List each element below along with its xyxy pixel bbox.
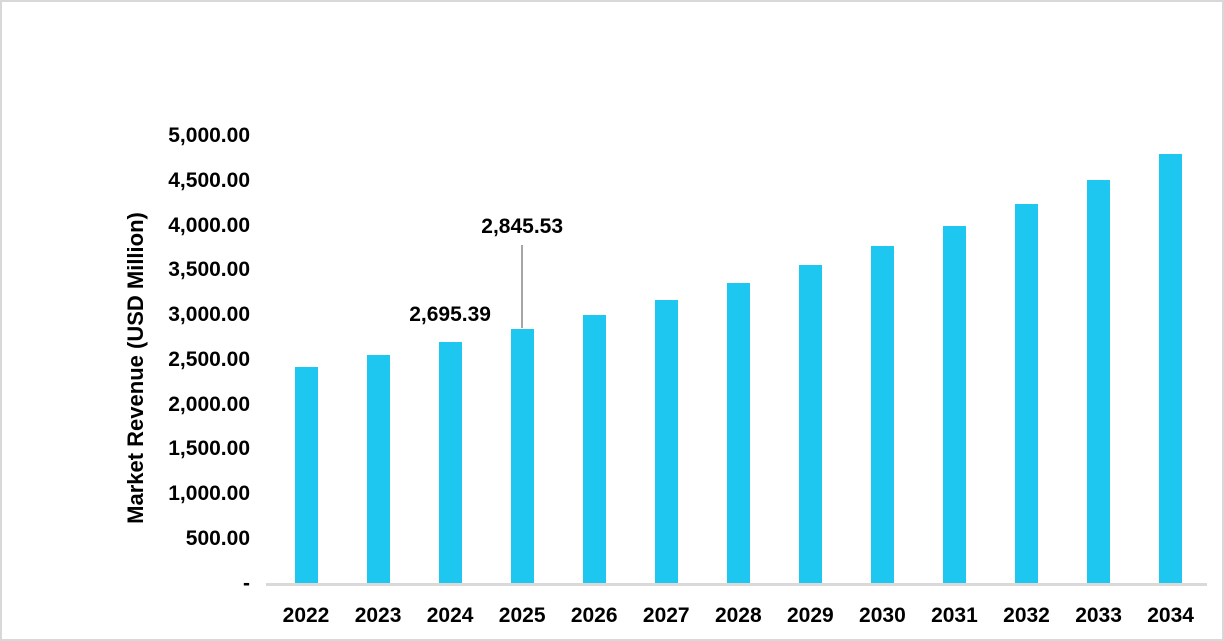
y-axis-tick-label: 5,000.00 [168, 124, 250, 147]
y-axis-tick-label: 4,500.00 [168, 168, 250, 192]
y-axis-tick-label: - [243, 571, 250, 595]
bar-2023 [366, 355, 390, 584]
bar-2030 [870, 245, 894, 584]
y-axis-tick-label: 2,000.00 [168, 392, 250, 416]
x-axis-tick-label: 2025 [498, 604, 546, 627]
x-axis-tick-label: 2029 [786, 604, 834, 627]
x-axis-tick-label: 2028 [714, 604, 762, 627]
bar-2027 [654, 299, 678, 584]
bar-2033 [1087, 180, 1111, 584]
x-axis-tick-label: 2031 [931, 604, 978, 627]
x-axis-tick-label: 2023 [354, 604, 402, 627]
bar-2031 [942, 226, 966, 584]
data-label-2024: 2,695.39 [409, 303, 491, 327]
bar-2024 [438, 342, 462, 584]
y-axis-tick-label: 1,000.00 [168, 482, 250, 505]
bar-2029 [798, 264, 822, 584]
x-axis-line [266, 583, 1207, 586]
data-label-2025: 2,845.53 [481, 215, 564, 238]
bar-2032 [1015, 203, 1038, 584]
y-axis-tick-label: 3,500.00 [168, 258, 250, 282]
x-axis-tick-label: 2027 [642, 604, 690, 627]
bar-2034 [1159, 153, 1183, 584]
y-axis-tick-label: 4,000.00 [168, 213, 250, 237]
bar-2025 [510, 328, 534, 584]
bar-2022 [294, 367, 318, 584]
x-axis-tick-label: 2034 [1147, 604, 1194, 627]
y-axis-tick-label: 3,000.00 [168, 303, 250, 326]
y-axis-tick-label: 2,500.00 [168, 347, 250, 371]
bar-2026 [582, 314, 606, 584]
x-axis-tick-label: 2030 [859, 604, 906, 627]
x-axis-tick-label: 2032 [1003, 604, 1050, 627]
leader-line-2025 [521, 245, 523, 328]
x-axis-tick-label: 2022 [282, 604, 330, 627]
y-axis-tick-label: 1,500.00 [168, 437, 250, 461]
x-axis-tick-label: 2026 [570, 604, 618, 627]
x-axis-tick-label: 2024 [426, 604, 474, 627]
y-axis-tick-label: 500.00 [185, 526, 250, 550]
bar-2028 [726, 282, 750, 584]
x-axis-tick-label: 2033 [1075, 604, 1122, 627]
